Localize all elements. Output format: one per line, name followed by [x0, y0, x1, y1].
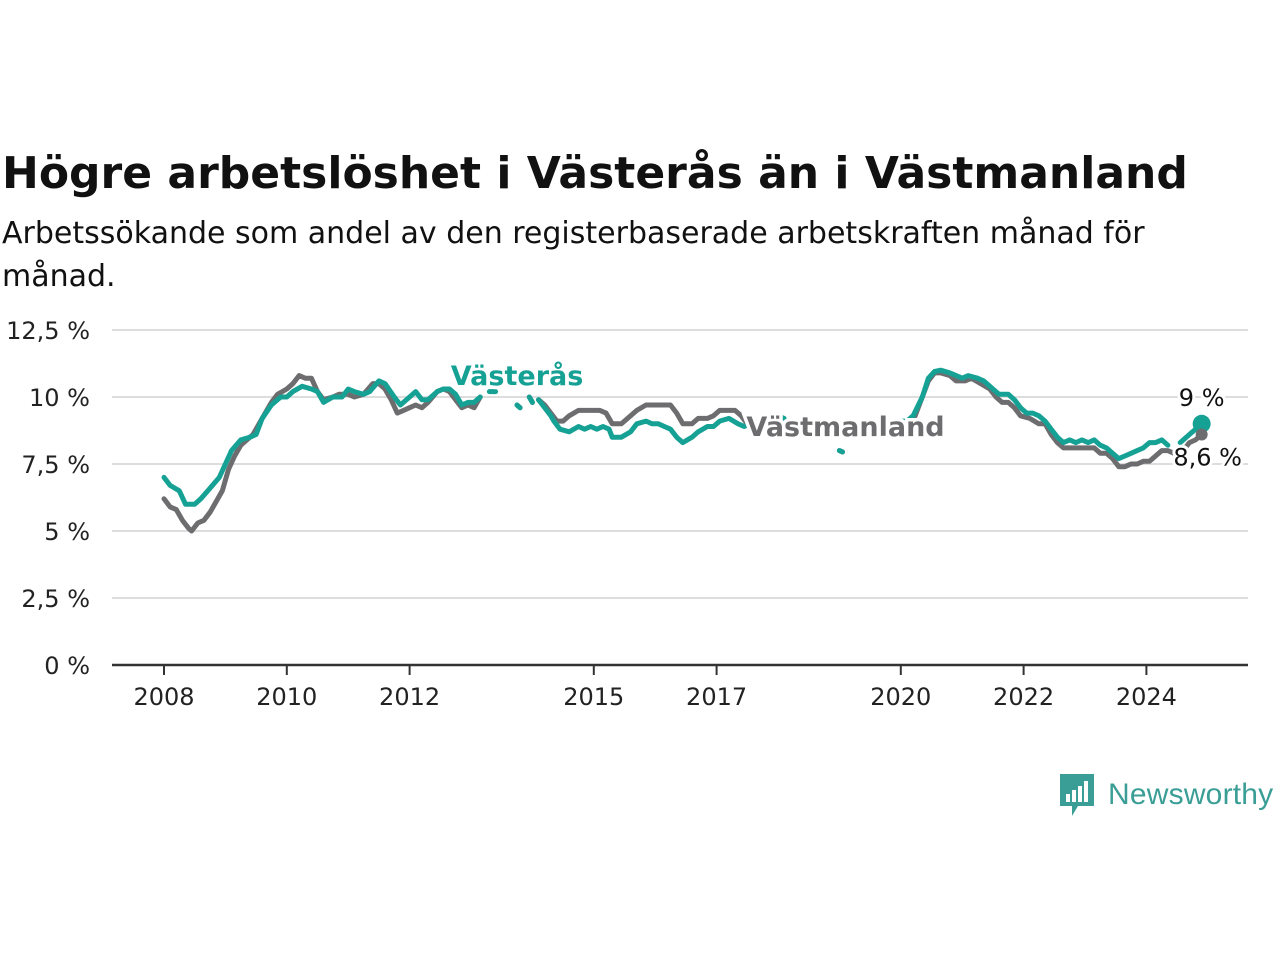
series-line-v-ster-s: [895, 367, 1171, 462]
y-tick-label: 10 %: [29, 384, 90, 412]
chart-subtitle: Arbetssökande som andel av den registerb…: [2, 216, 1145, 294]
x-tick-label: 2010: [256, 683, 317, 711]
series-lines: [161, 367, 1205, 534]
series-line-v-stmanland: [536, 397, 750, 427]
x-tick-label: 2012: [379, 683, 440, 711]
end-point-v-ster-s: [1192, 414, 1211, 433]
y-tick-label: 12,5 %: [6, 317, 90, 345]
y-tick-label: 7,5 %: [21, 451, 90, 479]
series-line-v-ster-s: [514, 402, 523, 411]
chart-title: Högre arbetslöshet i Västerås än i Västm…: [2, 148, 1188, 199]
end-value-label: 9 %: [1179, 384, 1225, 412]
y-tick-label: 5 %: [44, 518, 90, 546]
series-name-label: Västerås: [451, 360, 584, 392]
x-tick-label: 2017: [686, 683, 747, 711]
newsworthy-brand[interactable]: Newsworthy: [1058, 772, 1273, 818]
end-value-label: 8,6 %: [1173, 444, 1242, 472]
brand-name: Newsworthy: [1108, 778, 1274, 811]
x-axis: 2008 2010 2012 2015 2017 2020 2022 2024: [112, 663, 1248, 711]
series-line-v-ster-s: [836, 448, 845, 455]
series-line-v-ster-s: [536, 397, 787, 446]
x-tick-label: 2022: [993, 683, 1054, 711]
y-axis: 0 % 2,5 % 5 % 7,5 % 10 % 12,5 %: [6, 317, 90, 680]
series-line-v-ster-s: [161, 378, 483, 507]
series-line-v-ster-s: [526, 394, 535, 405]
x-tick-label: 2020: [870, 683, 931, 711]
newsworthy-logo-icon: [1060, 774, 1094, 816]
y-tick-label: 2,5 %: [21, 585, 90, 613]
end-point-v-stmanland: [1195, 428, 1208, 441]
series-labels: 9 % 8,6 % Västerås Västmanland: [447, 356, 1245, 474]
series-line-v-stmanland: [910, 370, 1177, 470]
x-tick-label: 2015: [563, 683, 624, 711]
series-name-label: Västmanland: [746, 412, 944, 443]
x-tick-label: 2008: [133, 683, 194, 711]
grid-lines: [112, 329, 1248, 599]
line-chart: 0 %2,5 %5 %7,5 %10 %12,5 % 2008 2010 2012 2…: [6, 317, 1248, 711]
y-tick-label: 0 %: [44, 652, 90, 680]
x-tick-label: 2024: [1116, 683, 1177, 711]
